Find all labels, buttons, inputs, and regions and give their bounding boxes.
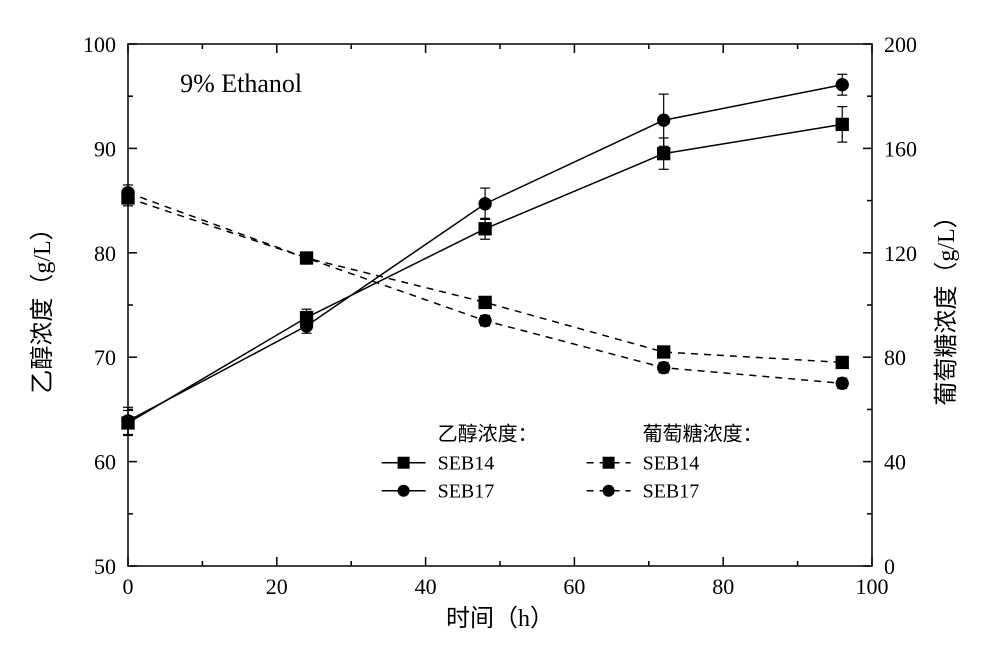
- legend-series-label: SEB14: [438, 453, 495, 475]
- legend-series-label: SEB17: [643, 481, 700, 503]
- y-left-tick-label: 50: [94, 554, 116, 579]
- legend-series-label: SEB17: [438, 481, 495, 503]
- y-right-tick-label: 40: [884, 450, 906, 475]
- y-left-tick-label: 60: [94, 450, 116, 475]
- y-right-tick-label: 0: [884, 554, 895, 579]
- legend-group-title: 乙醇浓度：: [438, 423, 538, 446]
- legend-series-label: SEB14: [643, 453, 700, 475]
- x-axis-label: 时间（h）: [446, 605, 554, 632]
- y-left-axis-label: 乙醇浓度（g/L）: [29, 216, 56, 393]
- y-left-tick-label: 70: [94, 345, 116, 370]
- y-right-tick-label: 80: [884, 345, 906, 370]
- x-tick-label: 80: [712, 574, 734, 599]
- legend-group-title: 葡萄糖浓度：: [643, 423, 763, 446]
- y-left-tick-label: 80: [94, 241, 116, 266]
- chart-title: 9% Ethanol: [180, 69, 302, 98]
- x-tick-label: 40: [415, 574, 437, 599]
- x-tick-label: 20: [266, 574, 288, 599]
- y-right-tick-label: 120: [884, 241, 917, 266]
- x-tick-label: 60: [563, 574, 585, 599]
- x-tick-label: 0: [123, 574, 134, 599]
- dual-axis-line-chart: 020406080100时间（h）5060708090100乙醇浓度（g/L）0…: [0, 0, 1000, 670]
- y-left-tick-label: 90: [94, 136, 116, 161]
- y-right-axis-label: 葡萄糖浓度（g/L）: [933, 204, 960, 405]
- y-right-tick-label: 200: [884, 32, 917, 57]
- y-right-tick-label: 160: [884, 136, 917, 161]
- y-left-tick-label: 100: [83, 32, 116, 57]
